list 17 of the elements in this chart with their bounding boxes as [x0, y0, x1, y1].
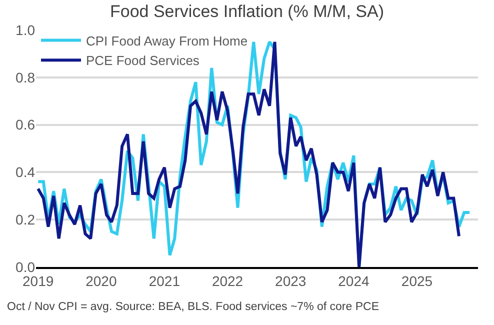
legend-label: PCE Food Services: [86, 53, 200, 68]
x-tick-label: 2023: [275, 272, 306, 289]
text: Oct / Nov CPI = avg. Source: BEA, BLS. Food services ~7% of core PCE: [7, 301, 380, 313]
y-tick-label: 0.2: [16, 212, 36, 228]
x-tick-label: 2020: [86, 272, 117, 289]
x-tick-label: 2024: [338, 272, 370, 289]
x-tick-label: 2019: [22, 272, 54, 289]
y-tick-label: 0.8: [16, 69, 36, 86]
x-tick-label: 2022: [212, 272, 244, 289]
x-tick-label: 2025: [401, 272, 433, 289]
x-tick-label: 2021: [148, 272, 180, 289]
y-tick-label: 0.6: [16, 116, 36, 133]
y-tick-label: 0.4: [16, 164, 36, 180]
chart-title: Food Services Inflation (% M/M, SA): [110, 2, 384, 21]
y-tick-label: 0.0: [16, 258, 36, 275]
legend-label: CPI Food Away From Home: [86, 33, 248, 48]
y-tick-label: 1.0: [16, 22, 36, 38]
